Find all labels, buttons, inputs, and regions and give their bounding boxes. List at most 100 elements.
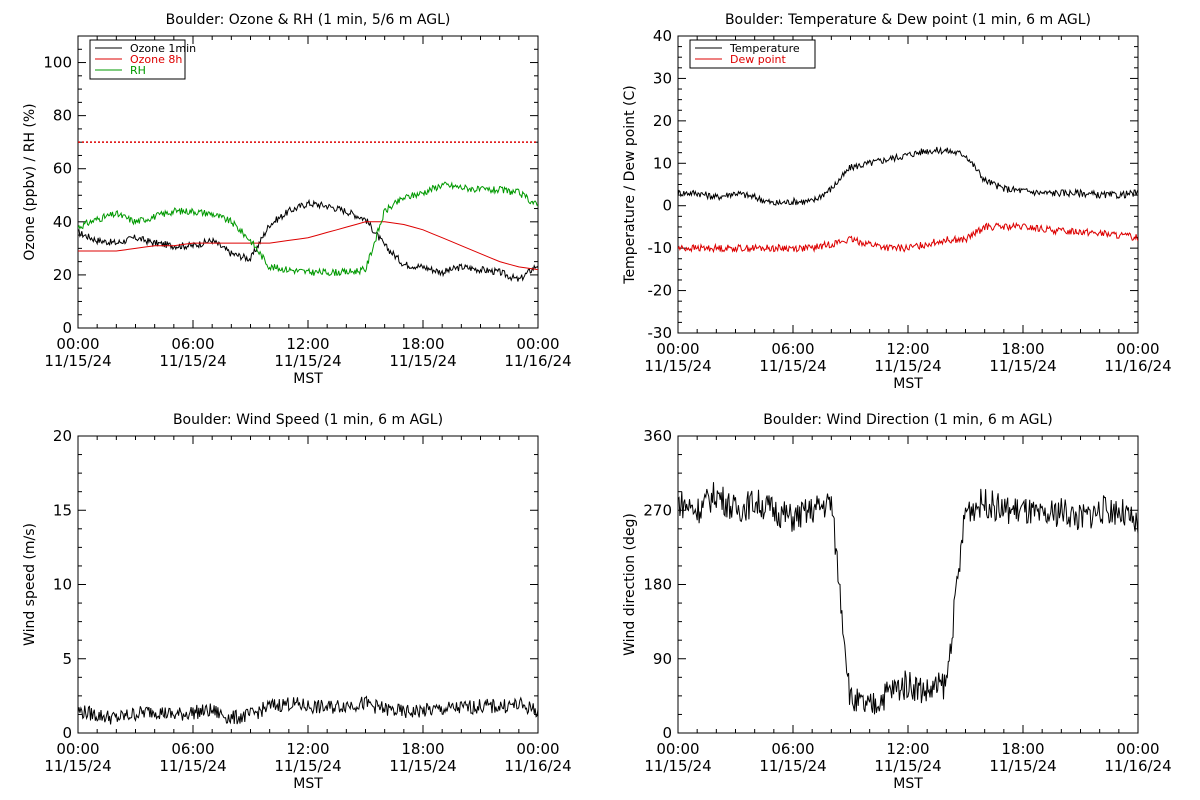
y-tick-label: 60 — [53, 160, 72, 178]
chart-title: Boulder: Temperature & Dew point (1 min,… — [725, 12, 1091, 28]
y-tick-label: 5 — [62, 650, 72, 668]
x-tick-label-time: 00:00 — [1116, 340, 1159, 358]
x-tick-label-date: 11/15/24 — [874, 357, 941, 375]
series-line-1 — [678, 482, 1138, 715]
chart-title: Boulder: Wind Speed (1 min, 6 m AGL) — [173, 412, 443, 428]
x-tick-label-date: 11/16/24 — [504, 757, 571, 775]
x-tick-label-date: 11/15/24 — [274, 352, 341, 370]
y-tick-label: 15 — [53, 501, 72, 519]
x-tick-label-date: 11/15/24 — [274, 757, 341, 775]
y-tick-label: 180 — [643, 576, 672, 594]
x-tick-label-time: 12:00 — [286, 335, 329, 353]
plot-frame — [677, 35, 1139, 334]
x-tick-label-time: 18:00 — [1001, 340, 1044, 358]
x-axis-label: MST — [893, 776, 923, 792]
y-tick-label: 20 — [653, 112, 672, 130]
y-tick-label: 30 — [653, 69, 672, 87]
x-tick-label-date: 11/16/24 — [504, 352, 571, 370]
x-tick-label-time: 00:00 — [1116, 740, 1159, 758]
chart-title: Boulder: Wind Direction (1 min, 6 m AGL) — [763, 412, 1052, 428]
x-tick-label-time: 12:00 — [886, 740, 929, 758]
plot-frame — [77, 35, 539, 329]
plot-frame — [77, 435, 539, 734]
legend-entry: Dew point — [730, 53, 786, 66]
y-tick-label: 270 — [643, 501, 672, 519]
x-tick-label-time: 12:00 — [886, 340, 929, 358]
x-tick-label-time: 00:00 — [516, 740, 559, 758]
legend-box — [689, 39, 816, 69]
y-tick-label: 0 — [662, 724, 672, 742]
x-tick-label-time: 00:00 — [56, 335, 99, 353]
x-axis-label: MST — [293, 371, 323, 387]
x-tick-label-time: 00:00 — [516, 335, 559, 353]
y-tick-label: -30 — [648, 324, 673, 342]
x-tick-label-time: 18:00 — [401, 335, 444, 353]
legend-entry: Temperature — [729, 42, 800, 55]
legend-entry: Ozone 8h — [130, 53, 182, 66]
y-tick-label: -20 — [648, 282, 673, 300]
series-line-rh — [78, 181, 538, 277]
chart-panel-1: Boulder: Ozone & RH (1 min, 5/6 m AGL) 0 2… — [22, 12, 572, 387]
x-tick-label-time: 18:00 — [1001, 740, 1044, 758]
y-tick-label: 40 — [653, 27, 672, 45]
y-tick-label: 80 — [53, 107, 72, 125]
series-line-temperature — [678, 146, 1138, 206]
y-tick-label: 10 — [53, 576, 72, 594]
x-tick-label-date: 11/15/24 — [989, 357, 1056, 375]
y-tick-label: 100 — [43, 54, 72, 72]
x-tick-label-time: 00:00 — [656, 340, 699, 358]
y-tick-label: 10 — [653, 154, 672, 172]
series-line-ozone-1min — [78, 198, 538, 282]
x-tick-label-date: 11/15/24 — [989, 757, 1056, 775]
series-line-ozone-8h — [78, 221, 538, 271]
y-tick-label: 20 — [53, 427, 72, 445]
x-tick-label-date: 11/15/24 — [644, 757, 711, 775]
series-line-1 — [78, 695, 538, 725]
x-tick-label-time: 18:00 — [401, 740, 444, 758]
x-tick-label-date: 11/15/24 — [159, 757, 226, 775]
legend-entry: RH — [130, 64, 146, 77]
chart-panel-4: Boulder: Wind Direction (1 min, 6 m AGL)… — [622, 412, 1172, 792]
x-tick-label-time: 06:00 — [171, 335, 214, 353]
x-axis-label: MST — [893, 376, 923, 392]
chart-title: Boulder: Ozone & RH (1 min, 5/6 m AGL) — [166, 12, 451, 28]
x-tick-label-date: 11/15/24 — [389, 757, 456, 775]
plot-frame — [677, 435, 1139, 734]
y-tick-label: 0 — [62, 319, 72, 337]
chart-panel-3: Boulder: Wind Speed (1 min, 6 m AGL) 0 5 10… — [22, 412, 572, 792]
y-tick-label: 40 — [53, 213, 72, 231]
y-tick-label: 360 — [643, 427, 672, 445]
x-tick-label-date: 11/15/24 — [44, 757, 111, 775]
x-tick-label-date: 11/15/24 — [159, 352, 226, 370]
x-tick-label-date: 11/15/24 — [759, 357, 826, 375]
x-axis-label: MST — [293, 776, 323, 792]
y-axis-label: Wind direction (deg) — [622, 513, 638, 656]
chart-panel-2: Boulder: Temperature & Dew point (1 min,… — [622, 12, 1172, 392]
y-tick-label: 20 — [53, 266, 72, 284]
x-tick-label-date: 11/15/24 — [644, 357, 711, 375]
y-tick-label: 0 — [662, 197, 672, 215]
y-tick-label: 0 — [62, 724, 72, 742]
x-tick-label-time: 00:00 — [656, 740, 699, 758]
x-tick-label-date: 11/15/24 — [874, 757, 941, 775]
x-tick-label-time: 00:00 — [56, 740, 99, 758]
y-axis-label: Wind speed (m/s) — [22, 523, 38, 646]
x-tick-label-time: 06:00 — [771, 340, 814, 358]
series-line-dew-point — [678, 221, 1138, 254]
x-tick-label-date: 11/15/24 — [759, 757, 826, 775]
x-tick-label-time: 06:00 — [771, 740, 814, 758]
x-tick-label-date: 11/15/24 — [389, 352, 456, 370]
legend-entry: Ozone 1min — [130, 42, 196, 55]
y-tick-label: -10 — [648, 239, 673, 257]
y-axis-label: Temperature / Dew point (C) — [622, 85, 638, 284]
y-tick-label: 90 — [653, 650, 672, 668]
x-tick-label-date: 11/16/24 — [1104, 357, 1171, 375]
x-tick-label-date: 11/15/24 — [44, 352, 111, 370]
x-tick-label-time: 12:00 — [286, 740, 329, 758]
y-axis-label: Ozone (ppbv) / RH (%) — [22, 103, 38, 260]
x-tick-label-time: 06:00 — [171, 740, 214, 758]
x-tick-label-date: 11/16/24 — [1104, 757, 1171, 775]
